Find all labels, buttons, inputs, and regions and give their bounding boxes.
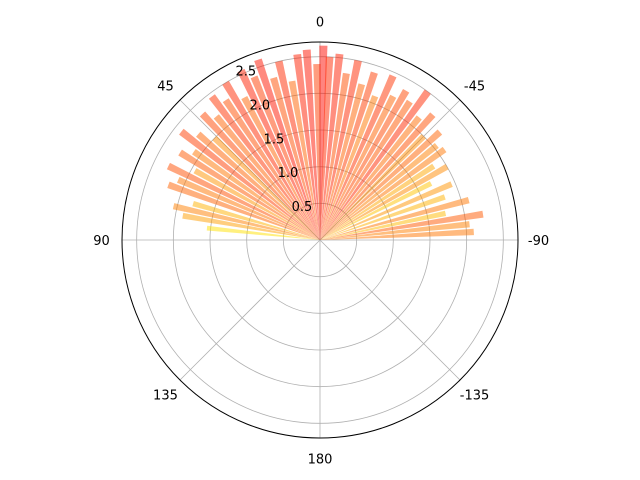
polar-bar <box>320 197 470 240</box>
polar-bar <box>320 72 350 241</box>
polar-bar <box>179 128 320 240</box>
polar-bar <box>177 176 320 240</box>
polar-bar <box>320 115 422 240</box>
polar-bar <box>320 59 362 241</box>
bars-group <box>166 45 484 241</box>
polar-bar <box>320 146 447 240</box>
polar-bar <box>199 111 320 240</box>
angle-tick-label: -45 <box>464 79 485 94</box>
angle-tick-label: 135 <box>153 389 178 404</box>
polar-bar <box>192 149 320 240</box>
radial-tick-label: 1.5 <box>264 132 285 147</box>
angle-tick-label: -90 <box>528 234 549 249</box>
polar-bar <box>206 225 320 240</box>
polar-bar <box>313 64 321 241</box>
polar-bar <box>320 53 344 240</box>
polar-bar <box>222 98 320 241</box>
polar-bar <box>320 112 436 240</box>
polar-frame <box>121 41 519 439</box>
polar-bar <box>241 95 320 240</box>
polar-bar <box>302 49 320 241</box>
polar-bar <box>320 142 439 240</box>
angle-tick-label: 0 <box>316 15 324 30</box>
polar-bar <box>222 80 320 240</box>
polar-bar <box>254 58 320 240</box>
polar-bar <box>320 228 474 240</box>
polar-bar <box>320 221 470 240</box>
polar-bar <box>212 135 320 240</box>
polar-bar <box>172 203 320 240</box>
polar-bar <box>270 76 320 240</box>
polar-bar <box>320 99 413 241</box>
polar-bar <box>288 80 320 240</box>
polar-bar <box>320 164 449 240</box>
polar-bar <box>182 212 320 240</box>
angle-tick-label: 90 <box>93 234 110 249</box>
outer-circle <box>121 41 519 439</box>
radial-tick-labels: 0.5 1.0 1.5 2.0 2.5 <box>235 65 312 216</box>
radial-tick-label: 1.0 <box>278 166 299 181</box>
polar-bar <box>320 181 433 240</box>
radial-tick-label: 0.5 <box>292 200 313 215</box>
radial-tick-label: 2.0 <box>250 98 271 113</box>
polar-bar <box>320 181 453 240</box>
polar-bar <box>320 95 379 240</box>
polar-bar <box>208 94 320 240</box>
polar-bar <box>178 149 320 240</box>
polar-bar <box>320 134 426 240</box>
polar-bar <box>196 131 320 240</box>
angular-gridline <box>179 239 321 381</box>
polar-bar <box>320 194 446 240</box>
polar-bar <box>320 94 397 241</box>
polar-bar <box>237 68 320 240</box>
polar-bar <box>320 210 484 240</box>
polar-bar <box>320 71 378 240</box>
polar-bar <box>213 114 320 240</box>
polar-bar <box>320 56 334 241</box>
angle-tick-labels: 0 -45 -90 -135 180 135 90 45 <box>93 15 549 467</box>
polar-bar <box>275 60 320 240</box>
polar-bar <box>250 75 320 241</box>
polar-bar <box>320 163 436 240</box>
polar-bar <box>192 200 320 240</box>
polar-bar <box>320 210 447 240</box>
polar-bar <box>320 88 410 240</box>
polar-bar <box>193 168 320 240</box>
angle-tick-label: 180 <box>308 453 333 468</box>
polar-bar <box>320 129 443 240</box>
angular-gridline <box>319 239 461 381</box>
polar-bar <box>293 53 320 240</box>
polar-bar <box>166 162 320 240</box>
angle-tick-label: -135 <box>460 389 490 404</box>
angle-tick-label: 45 <box>157 79 174 94</box>
polar-bar <box>320 74 397 240</box>
polar-bar <box>167 181 320 240</box>
radial-tick-label: 2.5 <box>235 65 256 80</box>
polar-bar <box>320 83 366 240</box>
polar-bar <box>320 89 431 240</box>
